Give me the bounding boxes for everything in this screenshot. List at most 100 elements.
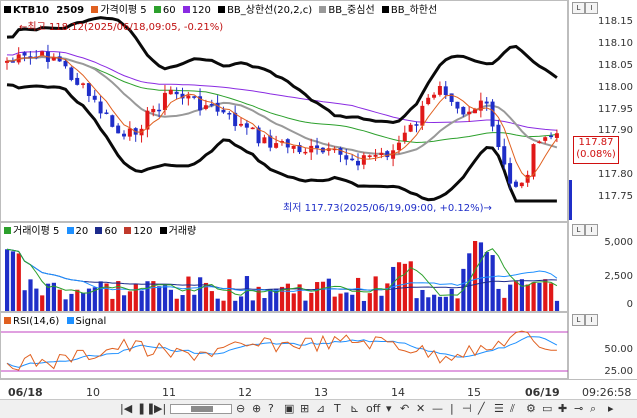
undo-icon[interactable]: ↶	[400, 402, 410, 415]
ruler-measure-icon[interactable]: ▭	[542, 402, 553, 415]
x-label: 12	[238, 386, 252, 399]
volume-bar	[449, 288, 454, 311]
trend-line-icon[interactable]: ╱	[478, 402, 485, 415]
candle-body	[531, 144, 536, 177]
rsi-axis: L I 50.00 25.00	[568, 312, 637, 379]
candle-body	[519, 182, 524, 187]
candle-body	[537, 141, 542, 144]
split-icon[interactable]: ⊣	[462, 402, 472, 415]
scroll-thumb[interactable]	[191, 406, 213, 412]
price-legend: KTB10 2509 가격이평 5 60 120 BB_상한선(20,2,c) …	[4, 5, 437, 17]
candle-body	[356, 160, 360, 166]
zoom-out-icon[interactable]: ⊖	[236, 402, 246, 415]
cross-icon[interactable]: ✕	[416, 402, 426, 415]
bb-middle-line	[6, 55, 558, 156]
line-tool-icon[interactable]: ⊾	[350, 402, 360, 415]
candle-body	[396, 142, 401, 151]
volume-bar	[57, 289, 62, 311]
price-chart-panel[interactable]: KTB10 2509 가격이평 5 60 120 BB_상한선(20,2,c) …	[0, 0, 568, 222]
rsi-tick: 25.00	[604, 366, 633, 377]
candle-body	[69, 67, 74, 80]
pause-icon[interactable]: ❚❚	[137, 402, 156, 415]
volume-bar	[22, 290, 27, 311]
volume-bar	[285, 283, 290, 311]
volume-bar	[145, 281, 150, 311]
link-icon[interactable]: ⊸	[574, 402, 584, 415]
volume-bar	[309, 292, 314, 311]
price-chart-canvas	[5, 16, 559, 203]
volume-bar	[432, 294, 437, 311]
grid-icon[interactable]: ⊞	[300, 402, 310, 415]
channel-icon[interactable]: ⫽	[510, 402, 515, 415]
volume-bar	[116, 281, 121, 311]
candle-body	[361, 155, 366, 165]
crosshair-icon[interactable]: ✚	[558, 402, 568, 415]
candle-body	[157, 109, 162, 112]
volume-bar	[40, 295, 45, 311]
volume-axis-log-toggle[interactable]: L	[572, 224, 585, 236]
volume-panel[interactable]: 거래이평 5 20 60 120 거래량	[0, 222, 568, 312]
settings-icon[interactable]: ⚙	[526, 402, 536, 415]
axis-scale-toggle[interactable]: I	[585, 2, 598, 14]
volume-bar	[502, 297, 507, 311]
candle-body	[116, 125, 121, 134]
vertical-line-icon[interactable]: |	[450, 402, 454, 415]
volume-bar	[180, 295, 185, 311]
price-tick: 118.05	[598, 60, 633, 71]
volume-bar	[420, 289, 425, 311]
candle-body	[508, 163, 513, 184]
ma120-line	[6, 50, 557, 131]
candle-body	[10, 61, 15, 63]
candle-body	[180, 93, 185, 99]
text-tool-icon[interactable]: T	[334, 402, 341, 415]
price-axis: L I 118.15 118.10 118.05 118.00 117.95 1…	[568, 0, 637, 222]
legend-bb-upper: BB_상한선(20,2,c)	[227, 5, 313, 16]
candle-body	[478, 100, 483, 111]
scroll-first-icon[interactable]: |◀	[120, 402, 133, 415]
volume-bar	[250, 300, 255, 311]
x-label: 13	[314, 386, 328, 399]
candle-body	[92, 95, 97, 100]
off-toggle-icon[interactable]: off	[366, 402, 381, 415]
candle-body	[443, 86, 448, 96]
legend-signal: Signal	[75, 316, 107, 327]
volume-bar	[45, 283, 51, 311]
rsi-panel[interactable]: RSI(14,6) Signal	[0, 312, 569, 379]
candle-body	[309, 145, 314, 153]
price-tick: 118.00	[598, 82, 633, 93]
rsi-axis-log-toggle[interactable]: L	[572, 314, 585, 326]
scroll-next-icon[interactable]: ▶|	[154, 402, 167, 415]
fibo-icon[interactable]: ☰	[494, 402, 504, 415]
volume-bar	[174, 298, 179, 311]
candle-body	[122, 133, 126, 137]
chart-toolbar	[0, 399, 637, 418]
volume-ma20-line	[6, 248, 558, 292]
volume-bar	[543, 279, 548, 311]
volume-bar	[127, 291, 133, 311]
info-icon[interactable]: ?	[268, 402, 274, 415]
candle-body	[315, 145, 320, 149]
volume-bar	[315, 282, 320, 311]
candle-body	[256, 127, 261, 144]
more-icon[interactable]: ▸	[608, 402, 614, 415]
candle-body	[379, 152, 384, 156]
volume-bar	[320, 281, 326, 311]
zoom-in-icon[interactable]: ⊕	[252, 402, 262, 415]
search-icon[interactable]: ⌕	[590, 402, 597, 415]
ruler-icon[interactable]: ⊿	[316, 402, 326, 415]
horizontal-line-icon[interactable]: —	[432, 402, 443, 415]
legend-vol-ma20: 20	[75, 226, 89, 237]
candle-body	[244, 123, 249, 128]
candle-body	[496, 124, 501, 148]
candle-body	[262, 137, 267, 144]
scroll-slider[interactable]	[170, 404, 232, 414]
volume-axis-scale-toggle[interactable]: I	[585, 224, 598, 236]
volume-bar	[473, 241, 478, 311]
candle-body	[473, 109, 477, 114]
volume-bar	[157, 286, 162, 311]
candle-body	[297, 144, 302, 153]
rsi-axis-scale-toggle[interactable]: I	[585, 314, 598, 326]
capture-icon[interactable]: ▣	[284, 402, 295, 415]
axis-log-toggle[interactable]: L	[572, 2, 585, 14]
dropdown-icon[interactable]: ▾	[386, 402, 392, 415]
